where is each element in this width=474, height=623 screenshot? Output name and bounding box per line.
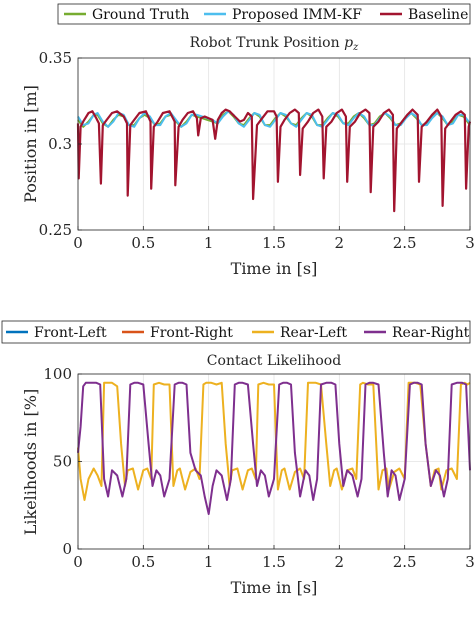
legend-entry: Front-Right	[150, 325, 233, 341]
y-tick-label: 0.25	[39, 221, 72, 239]
legend-top-chart: Ground Truth Proposed IMM-KF Baseline	[57, 3, 471, 25]
y-tick-label: 50	[53, 453, 72, 471]
legend-entry: Baseline	[408, 7, 468, 23]
tick-labels: 0 0.5 1 1.5 2 2.5 3 0 50 100	[43, 365, 474, 571]
x-tick-label: 3	[465, 553, 474, 571]
y-tick-label: 0.3	[48, 135, 72, 153]
x-tick-label: 2	[335, 553, 345, 571]
plot-contact-likelihood: 0 0.5 1 1.5 2 2.5 3 0 50 100 Contact Likelihood T…	[21, 353, 474, 597]
tick-labels: 0 0.5 1 1.5 2 2.5 3 0.25 0.3 0.35	[39, 49, 474, 252]
chart-title: Robot Trunk Position pz	[190, 35, 359, 53]
legend-entry: Rear-Left	[280, 325, 347, 341]
x-tick-label: 1	[204, 553, 214, 571]
x-tick-label: 0	[73, 553, 83, 571]
x-tick-label: 2.5	[393, 553, 417, 571]
y-tick-label: 0	[62, 540, 72, 558]
legend-bottom-chart: Front-Left Front-Right Rear-Left Rear-Right	[1, 320, 471, 344]
series-lines	[76, 108, 472, 213]
x-tick-label: 1.5	[262, 234, 286, 252]
legend-box	[57, 3, 471, 25]
series-line-baseline	[76, 108, 472, 213]
x-axis-label: Time in [s]	[231, 259, 318, 278]
series-line-rear-right	[77, 381, 471, 515]
legend-box	[1, 320, 471, 344]
legend-entry: Proposed IMM-KF	[232, 7, 362, 23]
x-tick-label: 0.5	[131, 553, 155, 571]
y-tick-label: 0.35	[39, 49, 72, 67]
y-axis-label: Position in [m]	[21, 85, 40, 203]
x-tick-label: 2.5	[393, 234, 417, 252]
legend-entry: Rear-Right	[392, 325, 470, 341]
series-lines	[77, 381, 471, 515]
y-tick-label: 100	[43, 365, 72, 383]
x-tick-label: 1.5	[262, 553, 286, 571]
x-tick-label: 0.5	[131, 234, 155, 252]
x-tick-label: 2	[335, 234, 345, 252]
legend-entry: Ground Truth	[92, 7, 189, 23]
plot-trunk-position: 0 0.5 1 1.5 2 2.5 3 0.25 0.3 0.35 Robot Trunk Pos…	[21, 35, 474, 278]
chart-title: Contact Likelihood	[207, 353, 341, 369]
x-tick-label: 0	[73, 234, 83, 252]
y-axis-label: Likelihoods in [%]	[21, 389, 40, 535]
legend-entry: Front-Left	[34, 325, 107, 341]
x-tick-label: 1	[204, 234, 214, 252]
x-axis-label: Time in [s]	[231, 578, 318, 597]
x-tick-label: 3	[465, 234, 474, 252]
